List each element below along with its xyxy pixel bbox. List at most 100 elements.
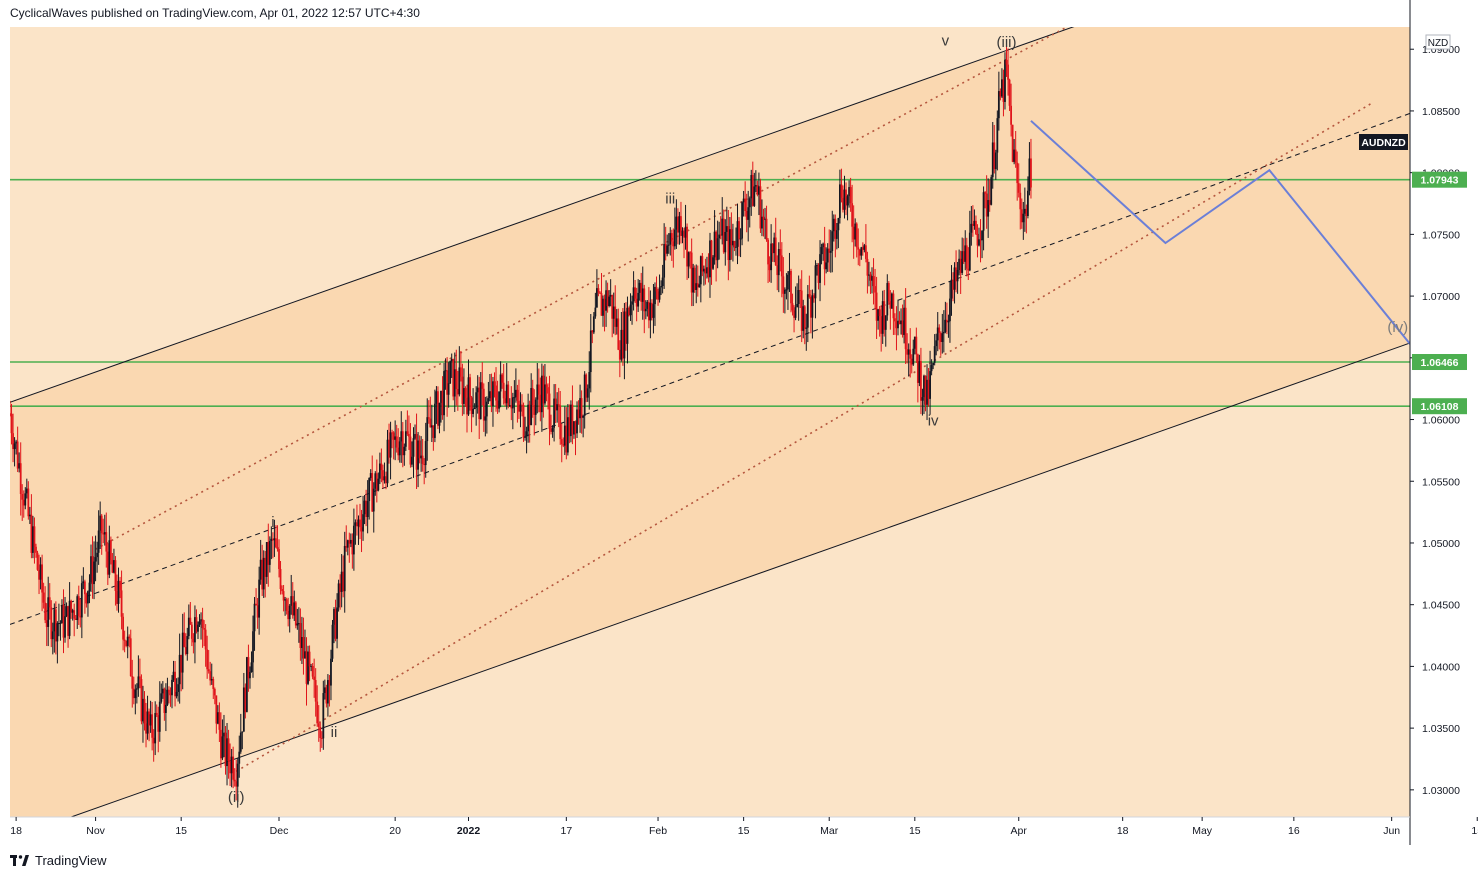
level-price-badge [1412,354,1467,371]
candle-body [846,196,849,206]
candle-body [516,389,519,401]
candle-body [839,184,841,219]
price-tick-label: 1.03500 [1422,723,1460,735]
candle-body [768,264,771,271]
candle-body [686,226,688,267]
candle-body [99,515,102,531]
candle-body [433,403,436,438]
candle-body [157,715,160,732]
candle-body [366,501,369,518]
candle-body [790,270,792,304]
candle-body [183,632,186,647]
candle-body [533,404,536,415]
candle-body [256,605,259,618]
candle-body [333,608,335,625]
candle-body [267,542,270,565]
candle-body [403,446,406,456]
candle-body [285,599,288,611]
candle-body [794,307,797,318]
candle-body [1004,59,1006,102]
candle-body [348,540,351,544]
candle-body [871,276,873,281]
candle-body [817,264,820,283]
candle-body [229,761,231,774]
candle-body [122,616,125,640]
candle-body [699,256,702,285]
candle-body [152,737,155,744]
candle-body [560,439,563,445]
candle-body [135,688,138,690]
candle-body [637,292,640,307]
candle-body [614,306,617,327]
channel-upper-line [10,27,1075,403]
candle-body [987,200,990,217]
candle-body [282,591,285,601]
candle-body [657,291,659,300]
candle-body [507,384,510,406]
time-tick-label: Feb [649,825,667,837]
candle-body [12,433,14,450]
candle-body [758,186,760,195]
candle-body [952,279,954,290]
candle-body [926,379,928,405]
candle-body [834,218,837,239]
candle-body [519,404,522,412]
candle-body [527,404,530,432]
candle-body [490,391,493,407]
candle-body [968,232,971,271]
candle-body [114,560,117,591]
candle-body [1022,213,1025,223]
candle-body [585,374,588,398]
candle-body [791,303,794,311]
candle-body [981,230,983,241]
candle-body [739,238,742,240]
candle-body [709,240,711,278]
candle-body [554,398,557,411]
candle-body [262,557,265,590]
candle-body [779,249,782,256]
candle-body [469,377,471,398]
candle-body [340,571,343,592]
candle-body [947,321,950,323]
candle-body [232,756,235,780]
wave-label: i [271,514,274,531]
candle-body [770,243,773,271]
candle-body [942,331,945,334]
candle-body [458,367,461,395]
candle-body [990,177,993,205]
candle-body [423,463,426,466]
candle-body [982,192,985,231]
candle-body [492,381,494,407]
candle-body [73,610,76,619]
candle-body [82,581,85,584]
candle-body [780,255,783,277]
candle-body [19,463,22,495]
candle-body [958,258,961,270]
candle-body [571,404,574,435]
candle-body [923,375,925,398]
candle-body [724,231,727,253]
candle-body [504,398,507,404]
candle-body [404,431,407,447]
candle-body [33,526,36,547]
candle-body [369,473,372,479]
candle-body [582,415,585,418]
candle-body [70,600,73,613]
candle-body [213,688,216,696]
candle-body [813,295,815,299]
candle-body [970,223,973,233]
candle-body [510,405,513,409]
candle-body [565,425,568,453]
candle-body [438,402,441,426]
candle-body [644,308,647,312]
candle-body [667,244,670,246]
inner-channel-lower-line [235,101,1374,773]
candle-body [310,666,312,668]
candle-body [194,617,196,643]
candle-body [751,175,754,206]
tradingview-footer[interactable]: TradingView [10,853,107,868]
candle-body [595,288,598,308]
level-price-badge [1412,398,1467,415]
